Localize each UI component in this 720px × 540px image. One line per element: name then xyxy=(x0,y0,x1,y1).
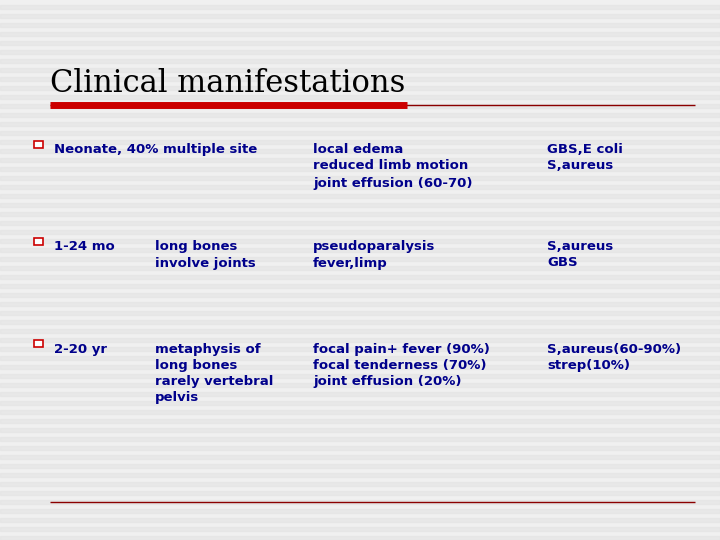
Bar xyxy=(0,338,720,342)
Bar xyxy=(0,500,720,504)
Bar xyxy=(0,131,720,135)
Text: S,aureus(60-90%): S,aureus(60-90%) xyxy=(547,343,681,356)
Bar xyxy=(0,40,720,45)
Bar xyxy=(0,4,720,9)
Bar xyxy=(0,239,720,243)
Text: pelvis: pelvis xyxy=(155,392,199,404)
Text: focal pain+ fever (90%): focal pain+ fever (90%) xyxy=(313,343,490,356)
Bar xyxy=(0,158,720,162)
Bar xyxy=(0,428,720,432)
Bar xyxy=(0,14,720,18)
Bar xyxy=(0,382,720,387)
Text: S,aureus: S,aureus xyxy=(547,159,613,172)
Bar xyxy=(0,401,720,405)
Bar xyxy=(0,50,720,54)
Text: Neonate, 40% multiple site: Neonate, 40% multiple site xyxy=(54,143,257,156)
Bar xyxy=(0,68,720,72)
Bar xyxy=(0,266,720,270)
Text: joint effusion (60-70): joint effusion (60-70) xyxy=(313,177,473,190)
Bar xyxy=(0,193,720,198)
Text: reduced limb motion: reduced limb motion xyxy=(313,159,469,172)
Text: metaphysis of: metaphysis of xyxy=(155,343,261,356)
Bar xyxy=(0,301,720,306)
Text: strep(10%): strep(10%) xyxy=(547,359,630,372)
Text: rarely vertebral: rarely vertebral xyxy=(155,375,273,388)
Bar xyxy=(0,112,720,117)
Bar xyxy=(0,526,720,531)
Bar xyxy=(0,482,720,486)
Bar xyxy=(0,536,720,540)
Bar xyxy=(0,446,720,450)
Bar xyxy=(0,104,720,108)
Bar xyxy=(0,122,720,126)
Bar xyxy=(34,238,43,245)
Bar xyxy=(0,409,720,414)
Bar xyxy=(0,85,720,90)
Bar xyxy=(0,355,720,360)
Text: involve joints: involve joints xyxy=(155,256,256,269)
Text: joint effusion (20%): joint effusion (20%) xyxy=(313,375,462,388)
Text: 1-24 mo: 1-24 mo xyxy=(54,240,114,253)
Bar xyxy=(0,364,720,369)
Bar xyxy=(0,328,720,333)
Bar xyxy=(0,166,720,171)
Bar xyxy=(34,140,43,147)
Text: 2-20 yr: 2-20 yr xyxy=(54,343,107,356)
Text: long bones: long bones xyxy=(155,240,237,253)
Text: GBS,E coli: GBS,E coli xyxy=(547,143,623,156)
Bar xyxy=(0,320,720,324)
Bar xyxy=(0,148,720,153)
Bar xyxy=(0,347,720,351)
Text: GBS: GBS xyxy=(547,256,578,269)
Bar xyxy=(0,517,720,522)
Bar xyxy=(0,463,720,468)
Bar xyxy=(0,139,720,144)
Bar xyxy=(0,230,720,234)
Bar xyxy=(0,293,720,297)
Bar xyxy=(0,374,720,378)
Bar xyxy=(0,212,720,216)
Text: fever,limp: fever,limp xyxy=(313,256,388,269)
Text: focal tenderness (70%): focal tenderness (70%) xyxy=(313,359,487,372)
Bar xyxy=(0,185,720,189)
Bar xyxy=(0,455,720,459)
Text: Clinical manifestations: Clinical manifestations xyxy=(50,68,406,98)
Bar xyxy=(0,220,720,225)
Text: local edema: local edema xyxy=(313,143,403,156)
Bar xyxy=(0,392,720,396)
Bar xyxy=(0,284,720,288)
Text: long bones: long bones xyxy=(155,359,237,372)
Bar xyxy=(0,176,720,180)
Bar xyxy=(0,77,720,81)
Bar xyxy=(0,490,720,495)
Bar xyxy=(0,23,720,27)
Bar xyxy=(0,247,720,252)
Bar xyxy=(0,472,720,477)
Bar xyxy=(0,310,720,315)
Bar xyxy=(0,418,720,423)
Bar xyxy=(0,94,720,99)
Bar xyxy=(0,274,720,279)
Bar xyxy=(0,202,720,207)
Bar xyxy=(0,31,720,36)
Bar xyxy=(0,256,720,261)
Bar xyxy=(0,509,720,513)
Text: pseudoparalysis: pseudoparalysis xyxy=(313,240,436,253)
Bar xyxy=(34,341,43,348)
Bar xyxy=(0,436,720,441)
Text: S,aureus: S,aureus xyxy=(547,240,613,253)
Bar xyxy=(0,58,720,63)
